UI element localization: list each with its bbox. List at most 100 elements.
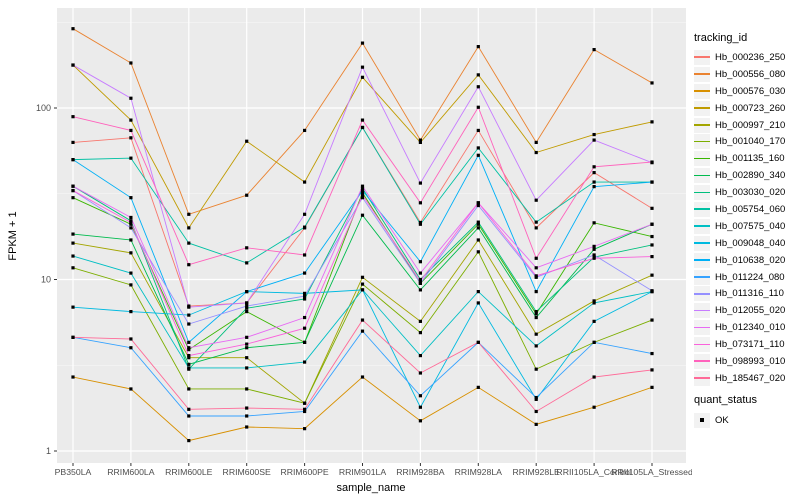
data-point	[534, 422, 538, 426]
x-axis-title: sample_name	[336, 482, 405, 494]
data-point	[245, 346, 249, 350]
data-point	[360, 186, 365, 190]
legend-line-icon	[694, 276, 710, 278]
quant-status-key	[694, 412, 710, 428]
data-point	[476, 105, 480, 109]
data-point	[534, 367, 538, 371]
legend-key-swatch	[694, 201, 710, 217]
data-point	[360, 75, 365, 79]
legend-item-Hb_098993_010: Hb_098993_010	[694, 353, 785, 370]
data-point	[476, 238, 480, 242]
data-point	[360, 375, 365, 379]
legend-items: Hb_000236_250 Hb_000556_080 Hb_000576_030 H…	[694, 49, 785, 387]
data-point	[534, 266, 538, 270]
data-point	[245, 335, 249, 339]
data-point	[303, 315, 307, 320]
data-point	[187, 305, 191, 309]
data-point	[650, 206, 654, 210]
data-point	[245, 301, 249, 305]
legend-key-swatch	[694, 49, 710, 65]
data-point	[650, 234, 654, 239]
data-point	[187, 366, 191, 370]
data-point	[303, 326, 307, 330]
data-point	[534, 395, 538, 400]
data-point	[187, 322, 191, 326]
legend: tracking_id Hb_000236_250 Hb_000556_080 Hb…	[692, 0, 800, 500]
data-point	[534, 344, 538, 348]
data-point	[534, 315, 538, 320]
data-point	[303, 180, 307, 184]
data-point	[476, 201, 480, 205]
data-point	[592, 405, 596, 409]
plot-area: 1 10 100 PB350LA RRIM600LA RRIM600LE RRIM600SE…	[7, 8, 692, 494]
data-point	[187, 414, 191, 418]
data-point	[534, 198, 538, 202]
data-point	[592, 138, 596, 142]
legend-key-swatch	[694, 286, 710, 302]
legend-line-icon	[694, 124, 710, 126]
x-tick-label: PB350LA	[55, 467, 92, 477]
legend-line-icon	[694, 377, 710, 379]
x-tick-label: RRIM600SE	[223, 467, 271, 477]
data-point	[360, 318, 365, 322]
legend-item-label: Hb_010638_020	[715, 254, 786, 266]
data-point	[534, 274, 538, 278]
x-tick-label: RRIM600LE	[165, 467, 213, 477]
legend-item-label: Hb_000723_260	[715, 102, 786, 114]
data-point	[303, 340, 307, 344]
legend-line-icon	[694, 309, 710, 312]
data-point	[534, 256, 538, 260]
data-point	[592, 340, 596, 344]
data-point	[534, 312, 538, 316]
data-point	[592, 171, 596, 175]
legend-item-Hb_003030_020: Hb_003030_020	[694, 184, 785, 201]
data-point	[303, 128, 307, 133]
legend-item-Hb_073171_110: Hb_073171_110	[694, 336, 785, 353]
x-tick-label: RRIM600PE	[280, 467, 328, 477]
legend-item-Hb_011316_110: Hb_011316_110	[694, 285, 785, 302]
data-point	[650, 180, 654, 184]
data-point	[360, 329, 365, 333]
legend-item-label: Hb_185467_020	[715, 372, 786, 384]
data-point	[71, 375, 75, 379]
legend-item-Hb_002890_340: Hb_002890_340	[694, 167, 785, 184]
data-point	[71, 335, 75, 339]
data-point	[71, 254, 75, 258]
data-point	[245, 290, 249, 294]
data-point	[534, 290, 538, 294]
data-point	[476, 385, 480, 389]
legend-item-Hb_012055_020: Hb_012055_020	[694, 302, 785, 319]
data-point	[187, 313, 191, 317]
data-point	[476, 45, 480, 49]
legend-item-Hb_000576_030: Hb_000576_030	[694, 83, 785, 100]
legend-line-icon	[694, 191, 710, 194]
data-point	[129, 61, 133, 65]
legend-line-icon	[694, 292, 710, 295]
y-tick-label: 10	[41, 275, 51, 285]
data-point	[650, 289, 654, 293]
data-point	[360, 184, 365, 188]
legend-line-icon	[694, 259, 710, 261]
data-point	[650, 222, 654, 226]
data-point	[418, 201, 422, 205]
data-point	[592, 132, 596, 137]
data-point	[187, 226, 191, 230]
data-point	[71, 241, 75, 245]
data-point	[71, 305, 75, 309]
legend-item-label: Hb_000576_030	[715, 85, 786, 97]
data-point	[71, 232, 75, 236]
data-point	[476, 290, 480, 294]
quant-status-item: OK	[694, 412, 729, 429]
legend-item-label: Hb_011224_080	[715, 271, 785, 283]
data-point	[360, 41, 365, 45]
data-point	[534, 220, 538, 224]
data-point	[418, 371, 422, 375]
data-point	[650, 254, 654, 259]
data-point	[245, 261, 249, 265]
data-point	[245, 414, 249, 418]
data-point	[418, 138, 422, 142]
data-point	[129, 96, 133, 100]
data-point	[476, 222, 480, 226]
data-point	[129, 346, 133, 350]
